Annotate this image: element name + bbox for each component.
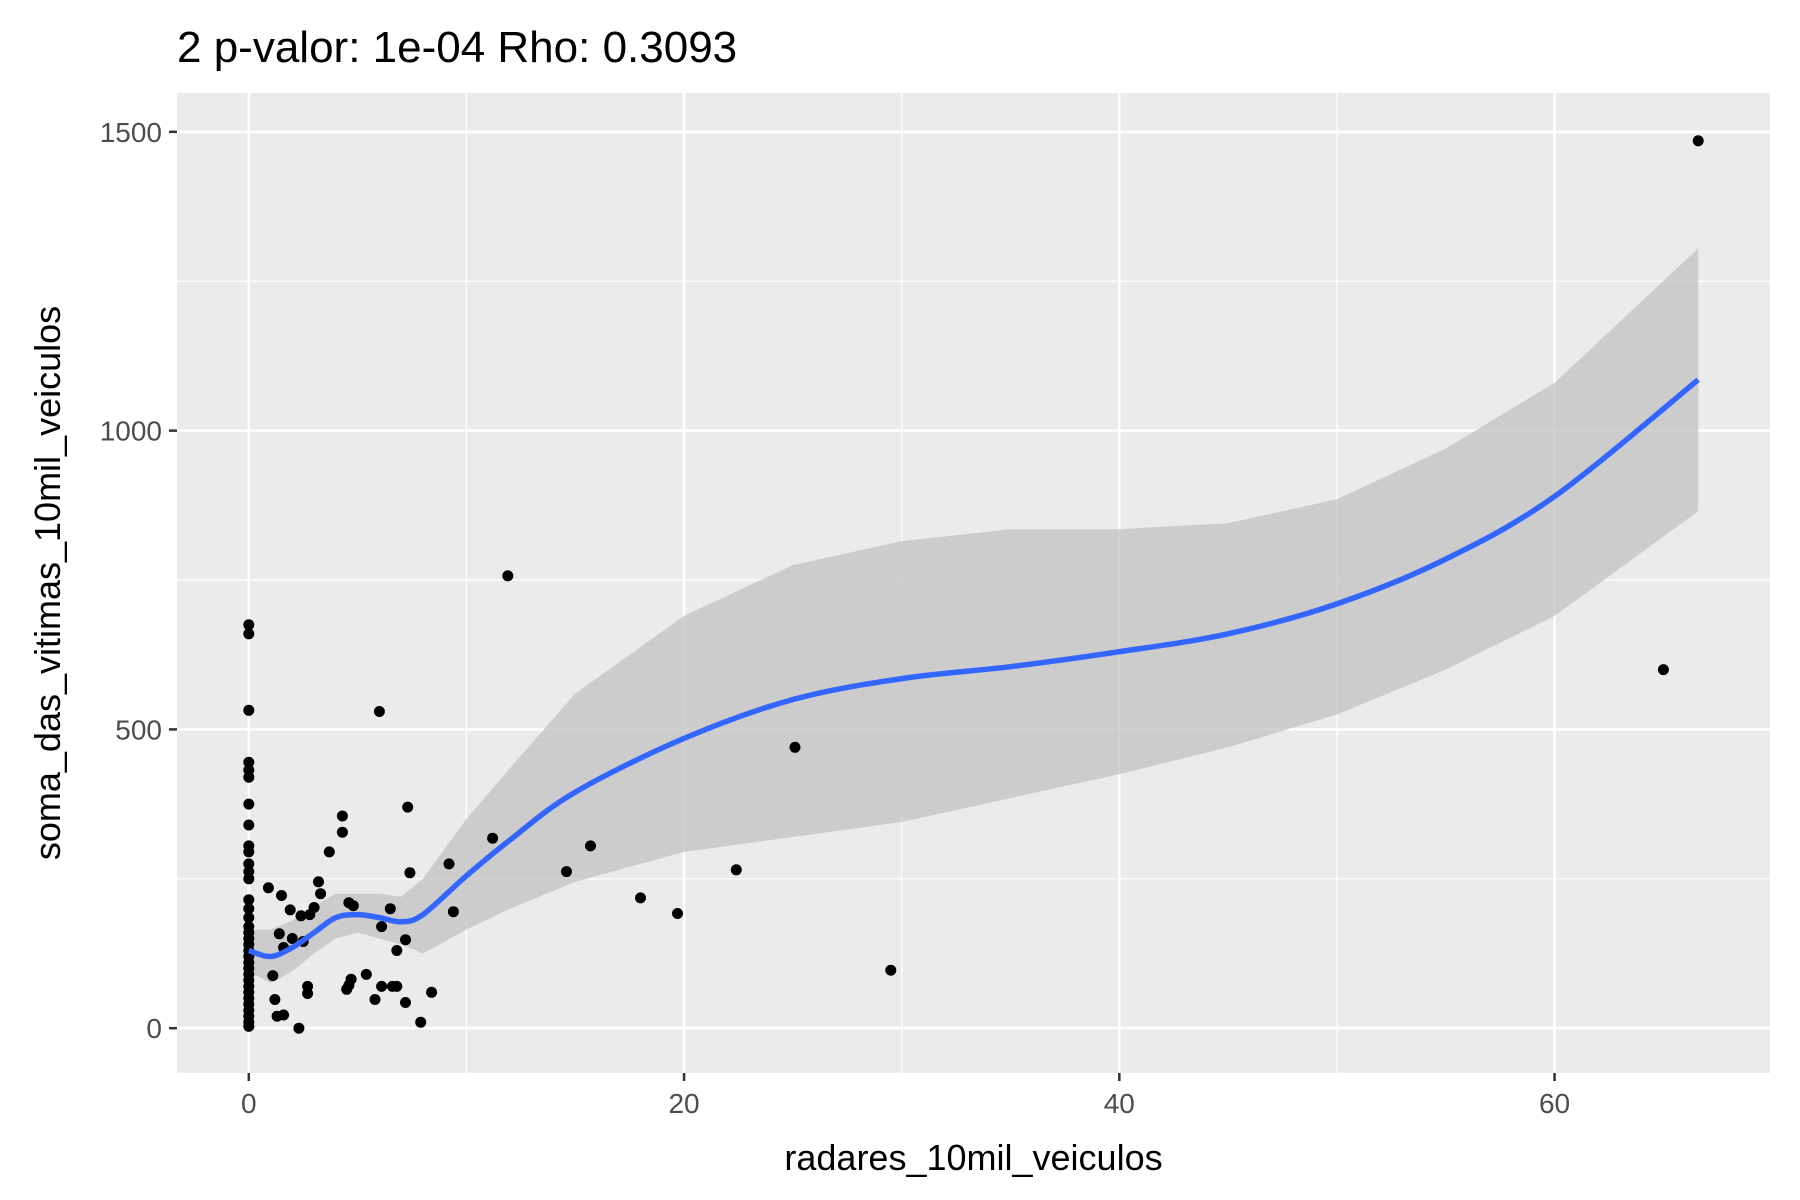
data-point bbox=[243, 798, 255, 810]
data-point bbox=[1657, 664, 1669, 676]
data-point bbox=[278, 1009, 290, 1021]
data-point bbox=[267, 970, 279, 982]
data-point bbox=[426, 986, 438, 998]
y-tick-label: 1500 bbox=[100, 117, 162, 148]
data-point bbox=[243, 628, 255, 640]
data-point bbox=[443, 858, 455, 870]
data-point bbox=[243, 756, 255, 768]
data-point bbox=[243, 771, 255, 783]
data-point bbox=[323, 846, 335, 858]
confidence-band bbox=[248, 248, 1699, 984]
data-point bbox=[885, 964, 897, 976]
data-point bbox=[400, 934, 411, 946]
data-point bbox=[336, 810, 348, 822]
data-point bbox=[369, 994, 381, 1005]
data-point bbox=[376, 980, 388, 992]
data-point bbox=[284, 904, 296, 916]
confidence-band-layer bbox=[248, 248, 1699, 984]
x-tick-label: 0 bbox=[241, 1088, 257, 1119]
y-tick-label: 500 bbox=[115, 714, 162, 745]
data-point bbox=[262, 882, 274, 894]
data-point bbox=[373, 706, 385, 717]
data-point bbox=[384, 903, 396, 915]
x-axis-title: radares_10mil_veiculos bbox=[784, 1137, 1162, 1178]
data-point bbox=[447, 906, 459, 918]
data-point bbox=[487, 832, 499, 844]
data-point bbox=[360, 968, 372, 980]
x-tick-label: 60 bbox=[1539, 1088, 1570, 1119]
points-layer bbox=[243, 135, 1704, 1034]
data-point bbox=[302, 988, 314, 999]
data-point bbox=[730, 864, 742, 876]
data-point bbox=[1692, 135, 1704, 147]
x-axis-ticks: 0 20 40 60 bbox=[241, 1073, 1570, 1119]
y-axis-title: soma_das_vitimas_10mil_veiculos bbox=[27, 306, 68, 860]
data-point bbox=[376, 921, 388, 933]
data-point bbox=[415, 1016, 427, 1028]
smooth-line-layer bbox=[247, 377, 1700, 960]
data-point bbox=[243, 704, 255, 716]
data-point bbox=[276, 890, 287, 901]
data-point bbox=[585, 840, 596, 852]
data-point bbox=[672, 908, 683, 919]
data-point bbox=[391, 980, 403, 992]
data-point bbox=[269, 994, 281, 1005]
y-axis-ticks: 0 500 1000 1500 bbox=[100, 117, 177, 1044]
data-point bbox=[391, 945, 403, 956]
y-tick-label: 1000 bbox=[100, 416, 162, 447]
data-point bbox=[243, 819, 255, 831]
data-point bbox=[243, 873, 255, 885]
data-point bbox=[243, 619, 255, 631]
data-point bbox=[273, 928, 285, 940]
data-point bbox=[313, 876, 324, 888]
data-point bbox=[286, 933, 298, 944]
data-point bbox=[243, 1020, 255, 1032]
data-point bbox=[243, 912, 255, 924]
data-point bbox=[400, 997, 411, 1008]
data-point bbox=[404, 867, 416, 879]
y-tick-label: 0 bbox=[146, 1013, 162, 1044]
data-point bbox=[561, 866, 572, 878]
chart-title: 2 p-valor: 1e-04 Rho: 0.3093 bbox=[177, 23, 737, 72]
data-point bbox=[502, 570, 514, 582]
smooth-fit-line bbox=[247, 377, 1700, 960]
x-tick-label: 20 bbox=[668, 1088, 699, 1119]
data-point bbox=[336, 826, 348, 838]
data-point bbox=[243, 894, 255, 906]
data-point bbox=[789, 741, 801, 753]
data-point bbox=[293, 1022, 305, 1034]
data-point bbox=[345, 973, 357, 985]
data-point bbox=[635, 892, 646, 904]
data-point bbox=[315, 888, 327, 900]
data-point bbox=[243, 846, 255, 858]
data-point bbox=[295, 910, 307, 922]
data-point bbox=[347, 900, 359, 912]
x-tick-label: 40 bbox=[1104, 1088, 1135, 1119]
data-point bbox=[308, 902, 320, 913]
data-point bbox=[402, 801, 414, 813]
data-point bbox=[243, 903, 255, 915]
data-point bbox=[243, 858, 255, 870]
